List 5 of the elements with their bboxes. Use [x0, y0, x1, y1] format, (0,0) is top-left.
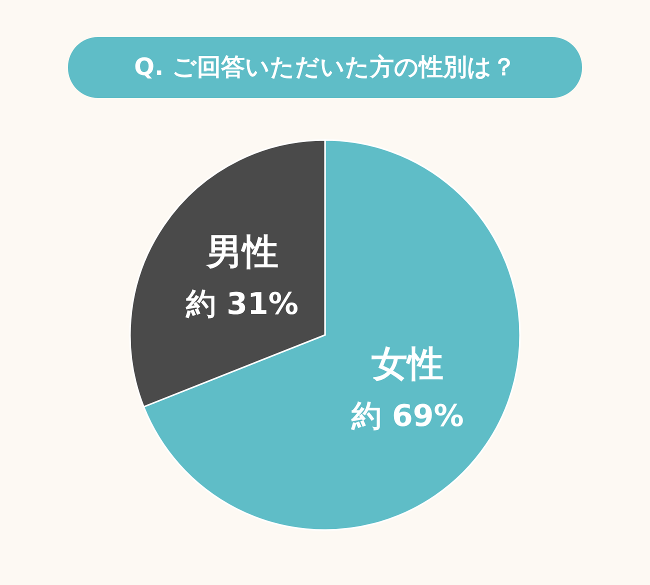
slice-label: 男性 [205, 232, 278, 273]
chart-title: Q. ご回答いただいた方の性別は？ [134, 53, 516, 81]
slice-label: 女性 [372, 344, 444, 386]
data-label: 約 69% [350, 399, 464, 434]
data-label: 約 31% [185, 286, 298, 322]
